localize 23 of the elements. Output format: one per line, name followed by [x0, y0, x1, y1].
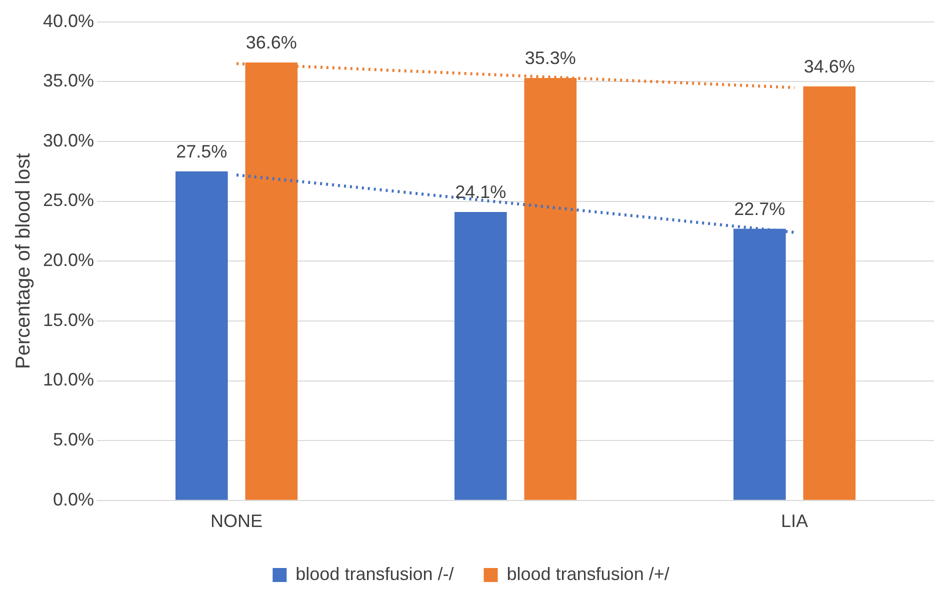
y-tick-label: 35.0%	[42, 70, 94, 91]
y-tick-label: 25.0%	[42, 190, 94, 210]
data-label: 27.5%	[176, 141, 228, 162]
y-tick-label: 5.0%	[53, 430, 94, 450]
data-label: 36.6%	[246, 32, 297, 52]
y-tick-label: 15.0%	[42, 310, 94, 330]
data-label: 22.7%	[734, 198, 786, 219]
legend-label: blood transfusion /-/	[296, 564, 454, 584]
data-label: 35.3%	[524, 48, 576, 68]
bar	[454, 212, 507, 500]
data-label: 34.6%	[804, 56, 855, 76]
x-tick-label: NONE	[210, 511, 263, 532]
data-label: 24.1%	[455, 182, 506, 202]
bar	[803, 86, 856, 500]
y-tick-label: 30.0%	[42, 130, 94, 150]
y-axis-title: Percentage of blood lost	[12, 152, 35, 369]
y-tick-label: 20.0%	[42, 250, 94, 270]
y-tick-label: 10.0%	[42, 370, 94, 390]
y-tick-label: 0.0%	[53, 489, 94, 510]
y-tick-label: 40.0%	[42, 10, 94, 31]
x-tick-label: LIA	[780, 511, 808, 532]
legend-label: blood transfusion /+/	[506, 564, 670, 584]
bar	[176, 171, 228, 500]
